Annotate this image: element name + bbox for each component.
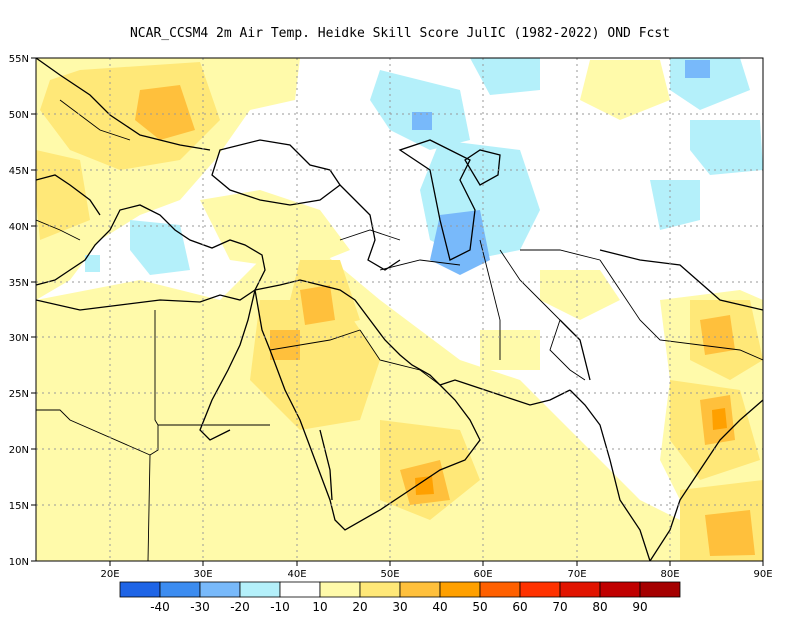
map-frame xyxy=(35,57,764,562)
colorbar: -40 -30 -20 -10 10 20 30 40 50 60 70 80 90 xyxy=(119,581,681,614)
skill-band-30-40 xyxy=(135,85,755,556)
lat-label-15n: 15N xyxy=(9,501,29,512)
colorbar-label: 10 xyxy=(312,600,327,614)
colorbar-label: 40 xyxy=(432,600,447,614)
colorbar-label: -10 xyxy=(270,600,290,614)
skill-band-40-50 xyxy=(415,408,727,495)
colorbar-swatch xyxy=(479,581,521,598)
lon-label-90e: 90E xyxy=(753,569,772,580)
colorbar-swatch xyxy=(279,581,321,598)
lon-label-80e: 80E xyxy=(660,569,679,580)
colorbar-swatch xyxy=(599,581,641,598)
colorbar-label: 80 xyxy=(592,600,607,614)
colorbar-label: 70 xyxy=(552,600,567,614)
colorbar-swatch xyxy=(319,581,361,598)
lat-label-35n: 35N xyxy=(9,278,29,289)
colorbar-label: 20 xyxy=(352,600,367,614)
lat-label-30n: 30N xyxy=(9,333,29,344)
lat-label-25n: 25N xyxy=(9,389,29,400)
colorbar-label: 50 xyxy=(472,600,487,614)
lon-label-50e: 50E xyxy=(380,569,399,580)
colorbar-swatch xyxy=(639,581,681,598)
colorbar-swatch xyxy=(199,581,241,598)
colorbar-label: 90 xyxy=(632,600,647,614)
colorbar-label: 30 xyxy=(392,600,407,614)
grid-lines xyxy=(36,58,763,561)
colorbar-swatch xyxy=(119,581,161,598)
colorbar-label: -30 xyxy=(190,600,210,614)
country-borders xyxy=(36,99,763,561)
map-title: NCAR_CCSM4 2m Air Temp. Heidke Skill Sco… xyxy=(129,26,671,41)
lon-label-20e: 20E xyxy=(100,569,119,580)
lat-label-50n: 50N xyxy=(9,110,29,121)
colorbar-swatch xyxy=(439,581,481,598)
lat-label-10n: 10N xyxy=(9,557,29,568)
colorbar-swatch xyxy=(559,581,601,598)
lat-label-20n: 20N xyxy=(9,445,29,456)
lon-label-30e: 30E xyxy=(193,569,212,580)
axis-ticks xyxy=(31,57,764,566)
colorbar-swatch xyxy=(359,581,401,598)
lon-label-40e: 40E xyxy=(287,569,306,580)
colorbar-swatch xyxy=(239,581,281,598)
colorbar-swatch xyxy=(399,581,441,598)
longitude-labels: 20E 30E 40E 50E 60E 70E 80E 90E xyxy=(100,569,772,580)
lat-label-45n: 45N xyxy=(9,166,29,177)
colorbar-label: 60 xyxy=(512,600,527,614)
lon-label-70e: 70E xyxy=(567,569,586,580)
coastlines xyxy=(36,58,763,561)
colorbar-swatch xyxy=(519,581,561,598)
lat-label-40n: 40N xyxy=(9,222,29,233)
lon-label-60e: 60E xyxy=(473,569,492,580)
latitude-labels: 10N 15N 20N 25N 30N 35N 40N 45N 50N 55N xyxy=(9,54,29,568)
colorbar-label: -40 xyxy=(150,600,170,614)
colorbar-label: -20 xyxy=(230,600,250,614)
colorbar-swatch xyxy=(159,581,201,598)
lat-label-55n: 55N xyxy=(9,54,29,65)
